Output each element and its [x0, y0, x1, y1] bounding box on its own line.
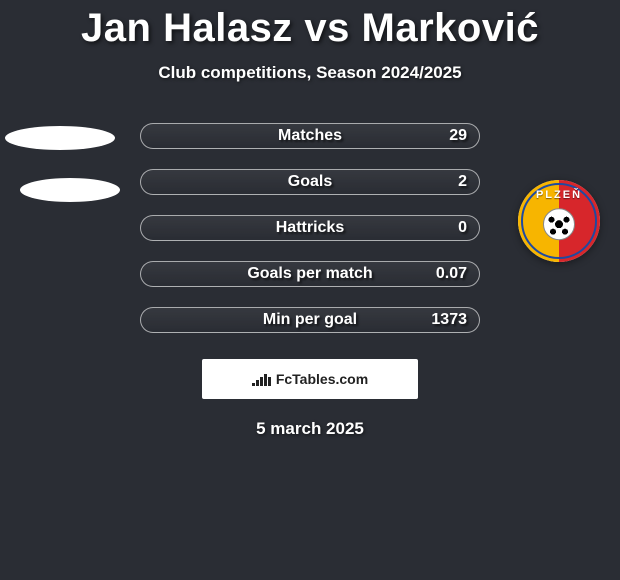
stat-right-value: 29 — [449, 127, 467, 145]
stat-right-value: 2 — [458, 173, 467, 191]
stat-label: Matches — [278, 127, 342, 145]
stat-right-value: 0.07 — [436, 265, 467, 283]
stat-right-value: 0 — [458, 219, 467, 237]
stat-row-matches: Matches 29 — [140, 123, 480, 149]
crest-ball-icon — [543, 208, 575, 240]
stat-right-value: 1373 — [431, 311, 467, 329]
date-text: 5 march 2025 — [0, 419, 620, 439]
stat-row-goals: Goals 2 — [140, 169, 480, 195]
stat-label: Hattricks — [276, 219, 344, 237]
page-title: Jan Halasz vs Marković — [0, 0, 620, 51]
stat-row-hattricks: Hattricks 0 — [140, 215, 480, 241]
subtitle: Club competitions, Season 2024/2025 — [0, 63, 620, 83]
stat-row-min-per-goal: Min per goal 1373 — [140, 307, 480, 333]
bar-chart-icon — [252, 372, 270, 386]
club-crest: PLZEŇ — [518, 180, 600, 262]
brand-text: FcTables.com — [276, 371, 368, 387]
stat-label: Min per goal — [263, 311, 357, 329]
crest-band-text: PLZEŇ — [518, 189, 600, 205]
brand-box[interactable]: FcTables.com — [202, 359, 418, 399]
stat-label: Goals — [288, 173, 332, 191]
stat-row-goals-per-match: Goals per match 0.07 — [140, 261, 480, 287]
stat-label: Goals per match — [247, 265, 372, 283]
